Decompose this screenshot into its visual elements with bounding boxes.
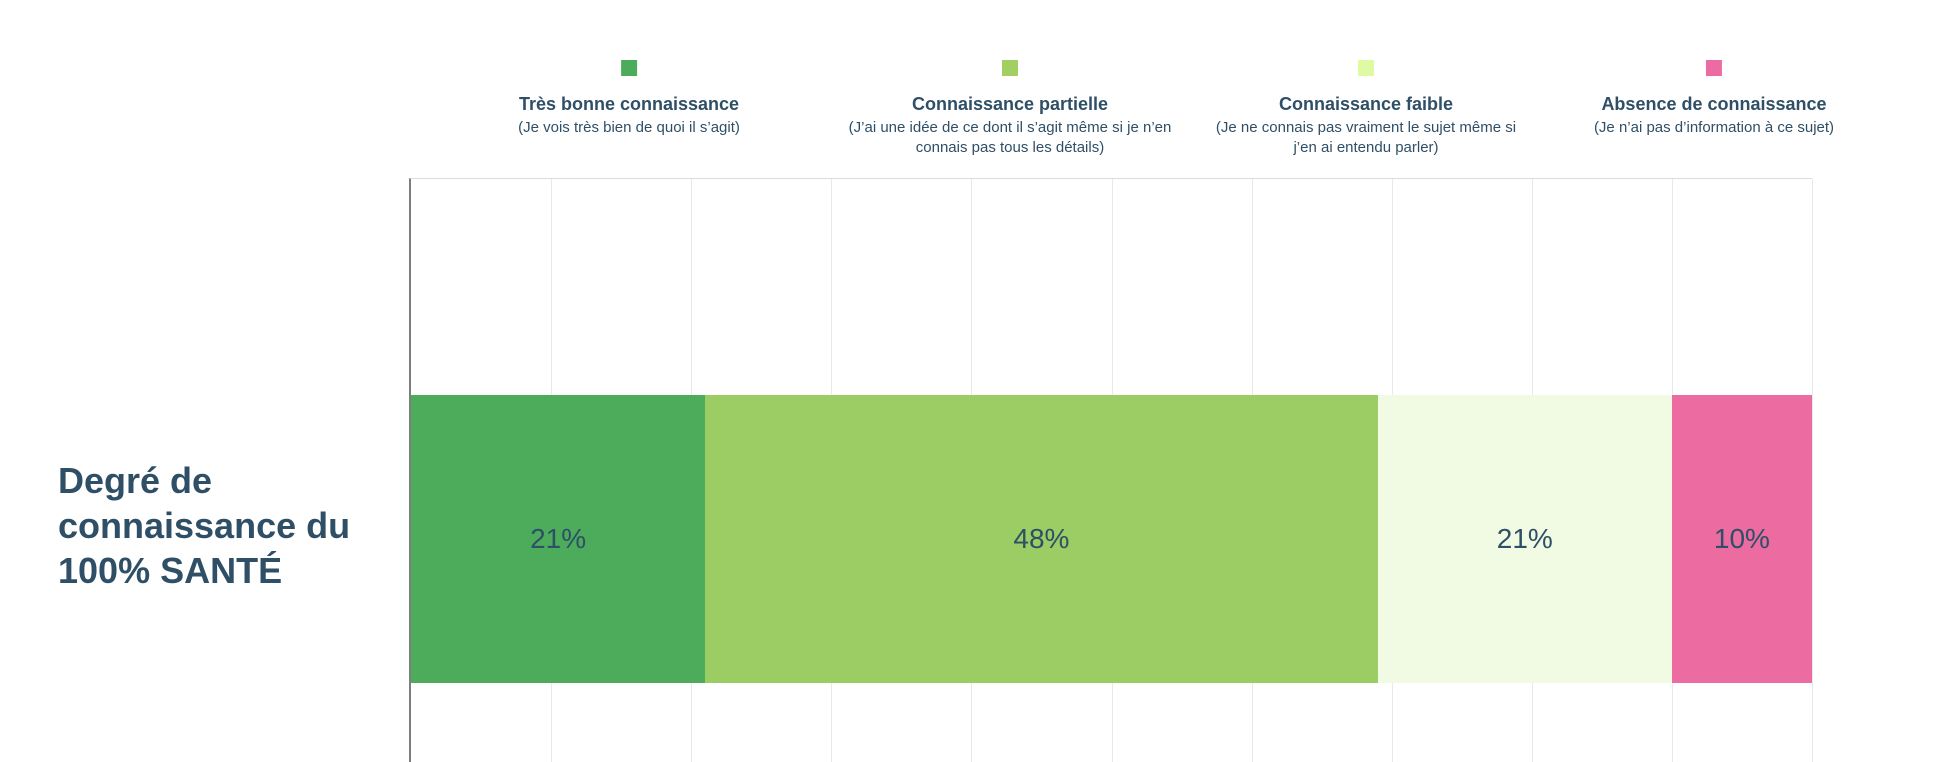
segment-value-label: 10% — [1713, 523, 1770, 554]
legend-swatch-icon — [1706, 60, 1722, 76]
bar-segment: 21% — [1377, 395, 1672, 683]
legend-item-subtitle: (Je vois très bien de quoi il s’agit) — [518, 119, 740, 136]
legend-item-title: Très bonne connaissance — [518, 94, 740, 114]
legend-item: Connaissance partielle (J’ai une idée de… — [830, 60, 1190, 158]
legend-item-subtitle: (Je ne connais pas vraiment le sujet mêm… — [1215, 119, 1517, 156]
stacked-bar: 21% 48% 21% 10% — [411, 395, 1812, 683]
legend-swatch-icon — [621, 60, 637, 76]
legend-swatch-icon — [1358, 60, 1374, 76]
legend-item-subtitle: (J’ai une idée de ce dont il s’agit même… — [848, 119, 1172, 156]
bar-segment: 21% — [411, 395, 706, 683]
bar-segment: 10% — [1671, 395, 1812, 683]
bar-segment: 48% — [705, 395, 1378, 683]
legend-item: Absence de connaissance (Je n’ai pas d’i… — [1594, 60, 1834, 138]
legend-item-title: Connaissance faible — [1278, 94, 1454, 114]
segment-value-label: 48% — [1013, 523, 1070, 554]
legend-item: Très bonne connaissance (Je vois très bi… — [518, 60, 740, 138]
legend-item: Connaissance faible (Je ne connais pas v… — [1211, 60, 1521, 158]
legend-swatch-icon — [1002, 60, 1018, 76]
category-label: Degré de connaissance du 100% SANTÉ — [58, 460, 351, 591]
legend-item-title: Absence de connaissance — [1601, 94, 1827, 114]
segment-value-label: 21% — [1496, 523, 1553, 554]
legend-item-subtitle: (Je n’ai pas d’information à ce sujet) — [1593, 119, 1835, 136]
segment-value-label: 21% — [530, 523, 587, 554]
legend-item-title: Connaissance partielle — [911, 94, 1109, 114]
gridline — [1812, 179, 1813, 762]
plot-area: 21% 48% 21% 10% — [409, 178, 1813, 762]
